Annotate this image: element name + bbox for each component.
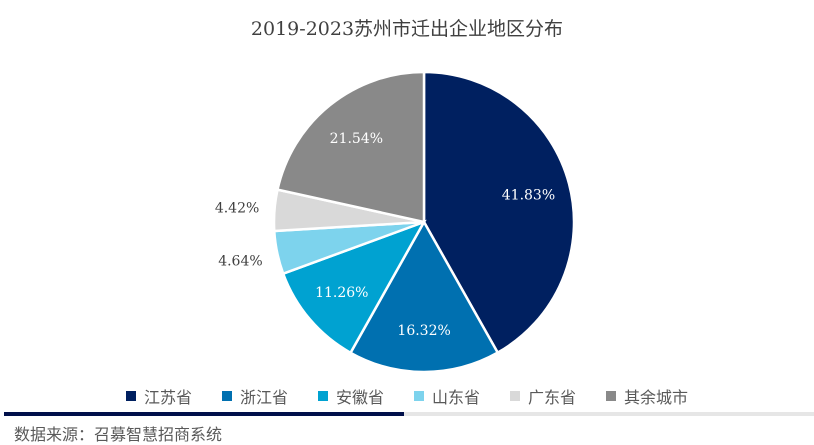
legend-label: 山东省 bbox=[432, 388, 481, 407]
legend-item: 浙江省 bbox=[221, 384, 288, 408]
legend-swatch bbox=[414, 391, 424, 401]
legend-label: 安徽省 bbox=[335, 388, 384, 407]
legend-item: 江苏省 bbox=[125, 384, 192, 408]
legend-swatch bbox=[606, 391, 617, 401]
legend-label: 其余城市 bbox=[624, 388, 689, 407]
footer-divider-light bbox=[404, 412, 814, 416]
legend-swatch bbox=[125, 391, 136, 401]
data-source: 数据来源：召募智慧招商系统 bbox=[14, 425, 223, 444]
legend-swatch bbox=[510, 391, 521, 401]
data-label: 11.26% bbox=[315, 285, 368, 301]
data-label: 4.64% bbox=[218, 253, 262, 269]
data-label: 21.54% bbox=[330, 131, 383, 147]
legend-item: 广东省 bbox=[510, 384, 576, 408]
pie-slice-5 bbox=[276, 70, 426, 224]
legend-label: 广东省 bbox=[528, 388, 577, 407]
data-label: 41.83% bbox=[502, 188, 555, 204]
pie-slice-2 bbox=[281, 219, 427, 355]
data-label: 4.42% bbox=[215, 200, 259, 216]
legend-item: 安徽省 bbox=[317, 384, 384, 408]
legend-swatch bbox=[317, 391, 328, 401]
legend-item: 山东省 bbox=[414, 384, 480, 408]
pie-slice-0 bbox=[422, 70, 576, 355]
legend-label: 浙江省 bbox=[239, 388, 288, 407]
pie-slice-1 bbox=[348, 219, 500, 374]
footer-divider-dark-span bbox=[4, 412, 404, 416]
chart-title: 2019-2023苏州市迁出企业地区分布 bbox=[250, 18, 564, 40]
legend-label: 江苏省 bbox=[143, 388, 192, 407]
legend-item: 其余城市 bbox=[606, 384, 688, 408]
legend: 江苏省 浙江省 安徽省 山东省 广东省 其余城市 bbox=[0, 384, 814, 408]
legend-swatch bbox=[221, 391, 232, 401]
data-label: 16.32% bbox=[397, 323, 450, 339]
